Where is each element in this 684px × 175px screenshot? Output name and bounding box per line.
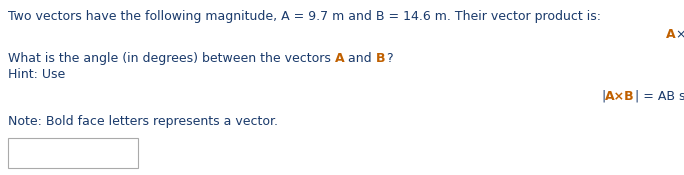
Text: B: B [376, 52, 386, 65]
Bar [8, 138, 138, 168]
Text: A: A [666, 28, 676, 41]
Text: |: | [601, 90, 605, 103]
Text: Hint: Use: Hint: Use [8, 68, 65, 81]
Text: Note: Bold face letters represents a vector.: Note: Bold face letters represents a vec… [8, 115, 278, 128]
Text: | = AB sin(θ): | = AB sin(θ) [635, 90, 684, 103]
Text: What is the angle (in degrees) between the vectors: What is the angle (in degrees) between t… [8, 52, 335, 65]
Text: A: A [335, 52, 345, 65]
Text: Two vectors have the following magnitude, A = 9.7 m and B = 14.6 m. Their vector: Two vectors have the following magnitude… [8, 10, 601, 23]
Text: ?: ? [386, 52, 392, 65]
Text: ×: × [676, 28, 684, 41]
Text: A×B: A×B [605, 90, 635, 103]
Text: and: and [345, 52, 376, 65]
